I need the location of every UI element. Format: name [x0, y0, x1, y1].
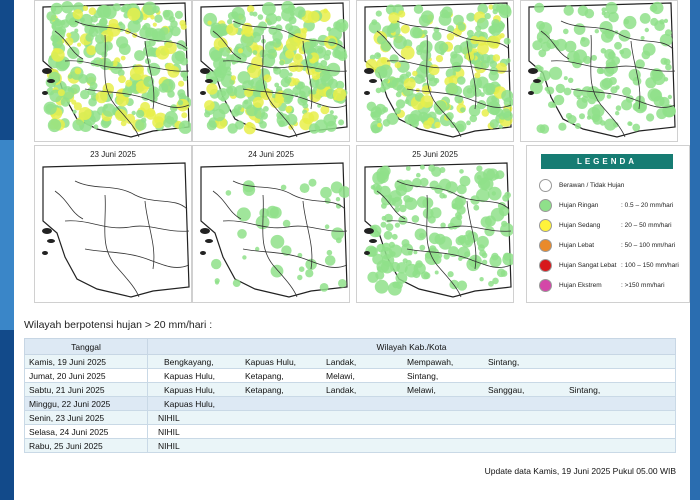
region-name: Ketapang,: [245, 370, 284, 381]
region-name: Kapuas Hulu,: [164, 370, 216, 381]
row-regions: Bengkayang, Kapuas Hulu, Landak, Mempawah, S…: [147, 354, 676, 369]
legend-item: Hujan Sangat Lebat : 100 – 150 mm/hari: [539, 258, 679, 272]
legend-label: Hujan Sedang: [559, 221, 601, 229]
row-date: Kamis, 19 Juni 2025: [24, 354, 148, 369]
row-regions: NIHIL: [147, 424, 676, 439]
legend-range: : 100 – 150 mm/hari: [621, 261, 679, 269]
rain-map-top-2: [192, 0, 350, 142]
legend-item: Hujan Ringan : 0.5 – 20 mm/hari: [539, 198, 673, 212]
rain-map-top-4: [520, 0, 678, 142]
region-name: Bengkayang,: [164, 356, 214, 367]
region-name: NIHIL: [158, 426, 180, 437]
left-band-accent: [0, 140, 14, 330]
header-date: Tanggal: [24, 338, 148, 355]
legend-item: Hujan Lebat : 50 – 100 mm/hari: [539, 238, 675, 252]
row-date: Minggu, 22 Juni 2025: [24, 396, 148, 411]
region-name: Melawi,: [326, 370, 355, 381]
table-row: Senin, 23 Juni 2025 NIHIL: [24, 410, 676, 425]
left-decorative-band: [0, 0, 14, 500]
region-name: NIHIL: [158, 440, 180, 451]
rain-map-bottom-1: 23 Juni 2025: [34, 145, 192, 303]
row-date: Selasa, 24 Juni 2025: [24, 424, 148, 439]
legend-swatch-icon: [539, 198, 552, 212]
region-name: Sintang,: [488, 356, 520, 367]
table-row: Jumat, 20 Juni 2025 Kapuas Hulu, Ketapang,…: [24, 368, 676, 383]
rain-map-top-1: [34, 0, 192, 142]
region-name: Mempawah,: [407, 356, 454, 367]
row-regions: NIHIL: [147, 410, 676, 425]
region-name: Kapuas Hulu,: [164, 398, 216, 409]
legend-item: Hujan Sedang : 20 – 50 mm/hari: [539, 218, 672, 232]
legend-panel: LEGENDA Berawan / Tidak Hujan Hujan Ringa…: [526, 145, 690, 303]
rain-map-top-3: [356, 0, 514, 142]
legend-label: Hujan Ringan: [559, 201, 599, 209]
region-name: Landak,: [326, 356, 357, 367]
rain-map-bottom-2: 24 Juni 2025: [192, 145, 350, 303]
map-graphic: [364, 162, 513, 298]
legend-swatch-icon: [539, 218, 552, 232]
table-row: Rabu, 25 Juni 2025 NIHIL: [24, 438, 676, 453]
map-graphic: [364, 2, 513, 138]
legend-swatch-icon: [539, 178, 552, 192]
table-row: Sabtu, 21 Juni 2025 Kapuas Hulu, Ketapang,…: [24, 382, 676, 397]
row-date: Jumat, 20 Juni 2025: [24, 368, 148, 383]
legend-range: : 50 – 100 mm/hari: [621, 241, 676, 249]
map-graphic: [528, 1, 676, 138]
map-graphic: [42, 1, 191, 138]
row-date: Senin, 23 Juni 2025: [24, 410, 148, 425]
legend-label: Hujan Lebat: [559, 241, 595, 249]
table-header-row: Tanggal Wilayah Kab./Kota: [24, 338, 676, 355]
row-regions: Kapuas Hulu, Ketapang, Landak, Melawi, Sangg…: [147, 382, 676, 397]
rain-map-bottom-3: 25 Juni 2025: [356, 145, 514, 303]
legend-swatch-icon: [539, 278, 552, 292]
map-date-label: 25 Juni 2025: [412, 150, 458, 159]
region-name: NIHIL: [158, 412, 180, 423]
forecast-sheet: 23 Juni 2025 24 Juni 2025 25 Juni 2025 LEG…: [14, 0, 690, 500]
region-name: Sanggau,: [488, 384, 525, 395]
map-graphic: [42, 162, 190, 298]
header-regions: Wilayah Kab./Kota: [147, 338, 676, 355]
region-name: Ketapang,: [245, 384, 284, 395]
legend-range: : >150 mm/hari: [621, 281, 665, 289]
section-title: Wilayah berpotensi hujan > 20 mm/hari :: [24, 319, 213, 331]
legend-label: Berawan / Tidak Hujan: [559, 181, 625, 189]
map-graphic: [200, 162, 349, 298]
region-name: Sintang,: [407, 370, 439, 381]
map-graphic: [200, 1, 349, 138]
legend-label: Hujan Sangat Lebat: [559, 261, 617, 269]
region-name: Kapuas Hulu,: [245, 356, 297, 367]
table-row: Kamis, 19 Juni 2025 Bengkayang, Kapuas Hul…: [24, 354, 676, 369]
map-date-label: 23 Juni 2025: [90, 150, 136, 159]
legend-range: : 20 – 50 mm/hari: [621, 221, 672, 229]
region-name: Melawi,: [407, 384, 436, 395]
row-date: Rabu, 25 Juni 2025: [24, 438, 148, 453]
legend-swatch-icon: [539, 238, 552, 252]
legend-label: Hujan Ekstrem: [559, 281, 602, 289]
rain-potential-table: Tanggal Wilayah Kab./Kota Kamis, 19 Juni…: [24, 338, 676, 453]
region-name: Kapuas Hulu,: [164, 384, 216, 395]
row-date: Sabtu, 21 Juni 2025: [24, 382, 148, 397]
row-regions: Kapuas Hulu,: [147, 396, 676, 411]
table-row: Selasa, 24 Juni 2025 NIHIL: [24, 424, 676, 439]
legend-swatch-icon: [539, 258, 552, 272]
region-name: Sintang,: [569, 384, 601, 395]
table-row: Minggu, 22 Juni 2025 Kapuas Hulu,: [24, 396, 676, 411]
legend-item: Berawan / Tidak Hujan: [539, 178, 624, 192]
legend-item: Hujan Ekstrem : >150 mm/hari: [539, 278, 665, 292]
legend-range: : 0.5 – 20 mm/hari: [621, 201, 674, 209]
update-note: Update data Kamis, 19 Juni 2025 Pukul 05…: [484, 466, 676, 476]
row-regions: Kapuas Hulu, Ketapang, Melawi, Sintang,: [147, 368, 676, 383]
region-name: Landak,: [326, 384, 357, 395]
row-regions: NIHIL: [147, 438, 676, 453]
map-date-label: 24 Juni 2025: [248, 150, 294, 159]
legend-title: LEGENDA: [541, 154, 673, 169]
right-decorative-band: [690, 0, 700, 500]
